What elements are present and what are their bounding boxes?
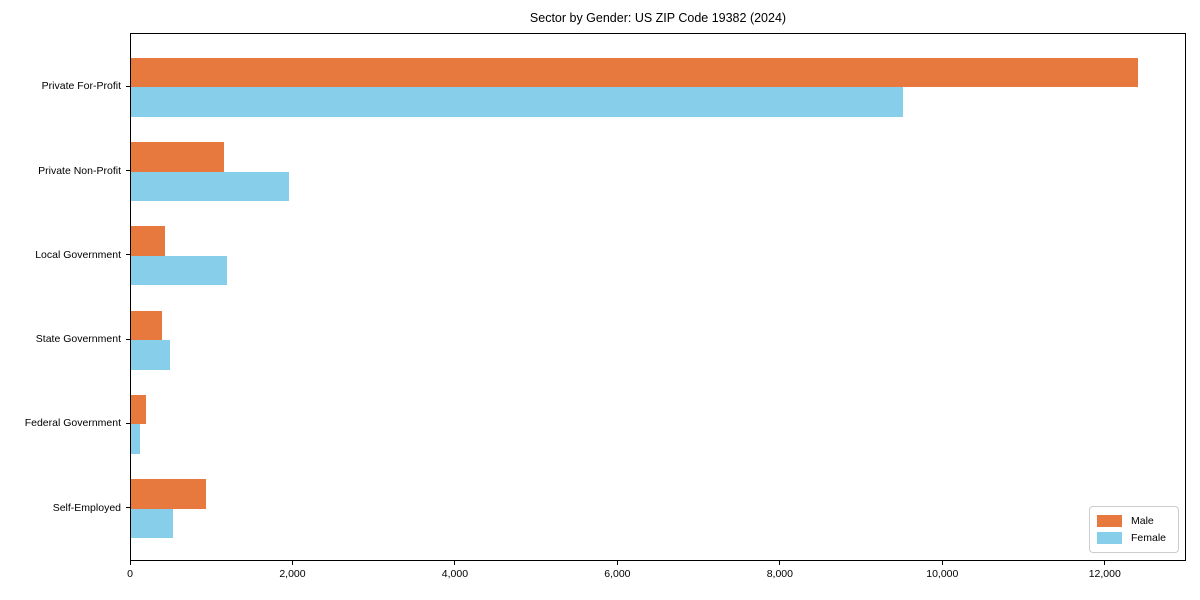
category-label-local-government: Local Government: [35, 248, 121, 261]
bar-male-federal-government: [131, 394, 146, 425]
bar-male-state-government: [131, 310, 162, 341]
x-tick-mark: [129, 561, 131, 565]
x-tick-label: 4,000: [441, 568, 469, 580]
y-tick-mark: [126, 170, 130, 172]
bar-female-state-government: [131, 340, 170, 370]
x-tick-label: 8,000: [766, 568, 793, 580]
category-label-private-for-profit: Private For-Profit: [41, 80, 121, 93]
x-tick-mark: [1104, 561, 1106, 565]
bar-male-self-employed: [131, 479, 206, 509]
y-tick-mark: [126, 422, 130, 424]
x-tick-label: 2,000: [279, 568, 306, 580]
y-tick-mark: [126, 507, 130, 509]
bar-female-local-government: [131, 255, 227, 286]
chart-title: Sector by Gender: US ZIP Code 19382 (202…: [529, 11, 787, 25]
legend-entry-female: Female: [1097, 532, 1171, 545]
plot-area: [130, 33, 1186, 561]
x-tick-label: 6,000: [604, 568, 631, 580]
bar-female-private-non-profit: [131, 171, 290, 202]
category-label-self-employed: Self-Employed: [52, 501, 121, 514]
legend-swatch-female: [1097, 532, 1122, 545]
y-tick-mark: [126, 254, 130, 256]
x-tick-mark: [454, 561, 456, 565]
category-label-state-government: State Government: [35, 333, 121, 346]
category-label-private-non-profit: Private Non-Profit: [38, 164, 121, 177]
legend-swatch-male: [1097, 514, 1122, 527]
legend-entry-male: Male: [1097, 514, 1171, 527]
legend-label-male: Male: [1131, 514, 1154, 527]
bar-female-self-employed: [131, 508, 174, 538]
x-tick-label: 10,000: [926, 568, 959, 580]
x-tick-label: 12,000: [1088, 568, 1121, 580]
bar-male-local-government: [131, 226, 166, 256]
bar-male-private-non-profit: [131, 142, 225, 172]
x-tick-mark: [616, 561, 618, 565]
bar-female-federal-government: [131, 424, 140, 454]
x-tick-mark: [291, 561, 293, 565]
x-tick-mark: [779, 561, 781, 565]
x-tick-label: 0: [127, 568, 133, 580]
y-tick-mark: [126, 85, 130, 87]
bar-female-private-for-profit: [131, 87, 903, 117]
x-tick-mark: [941, 561, 943, 565]
legend-label-female: Female: [1131, 532, 1167, 545]
legend: Male Female: [1089, 506, 1179, 553]
category-label-federal-government: Federal Government: [24, 417, 121, 430]
y-tick-mark: [126, 338, 130, 340]
bar-male-private-for-profit: [131, 58, 1139, 88]
